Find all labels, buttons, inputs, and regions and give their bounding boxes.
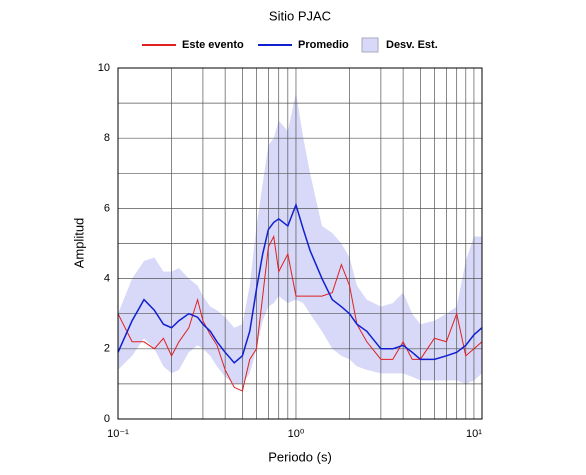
x-tick-label: 10⁻¹: [107, 428, 129, 440]
plot-frame: [117, 67, 483, 420]
legend-label: Promedio: [298, 39, 349, 51]
y-tick-label: 2: [104, 343, 110, 355]
y-tick-label: 0: [104, 413, 110, 425]
std-band: [118, 92, 482, 384]
y-tick-label: 10: [98, 62, 110, 74]
x-tick-label: 10⁰: [288, 428, 305, 440]
line-series: [117, 202, 483, 364]
y-axis-label: Amplitud: [71, 218, 86, 269]
legend-label: Desv. Est.: [386, 39, 438, 51]
legend-label: Este evento: [182, 39, 244, 51]
x-tick-label: 10¹: [466, 428, 482, 440]
y-tick-label: 4: [104, 273, 110, 285]
line-series: [117, 234, 483, 392]
y-tick-label: 8: [104, 132, 110, 144]
legend-swatch: [361, 37, 379, 53]
x-axis-label: Periodo (s): [268, 449, 332, 464]
y-tick-label: 6: [104, 202, 110, 214]
chart-title: Sitio PJAC: [269, 8, 331, 23]
